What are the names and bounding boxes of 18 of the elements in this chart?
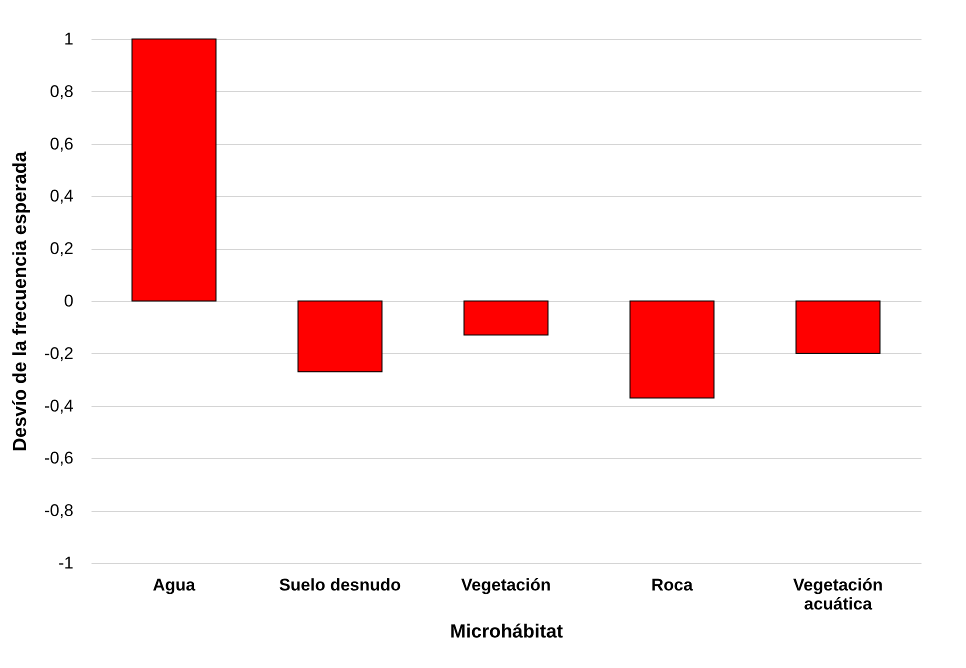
y-tick-label: -0,8 bbox=[44, 501, 74, 520]
x-tick-label: Vegetación acuática bbox=[793, 576, 883, 614]
y-tick-label: -1 bbox=[58, 554, 74, 572]
y-tick-label: 0,2 bbox=[50, 239, 74, 258]
y-tick-label: -0,4 bbox=[44, 396, 74, 416]
y-tick-label: -0,6 bbox=[44, 448, 74, 468]
x-tick-label: Suelo desnudo bbox=[279, 576, 401, 594]
y-tick-label: -0,2 bbox=[44, 344, 74, 363]
y-tick-label: 0,4 bbox=[50, 186, 74, 206]
x-axis-title: Microhábitat bbox=[450, 622, 564, 642]
y-tick-label: 0 bbox=[64, 292, 74, 310]
y-axis-title: Desvío de la frecuencia esperada bbox=[10, 151, 32, 452]
x-tick-label: Vegetación bbox=[461, 576, 551, 594]
y-tick-label: 0,6 bbox=[50, 134, 74, 154]
x-tick-label: Roca bbox=[651, 576, 694, 594]
y-tick-label: 0,8 bbox=[50, 82, 74, 101]
y-tick-label: 1 bbox=[64, 30, 74, 48]
x-tick-label: Agua bbox=[152, 576, 196, 594]
